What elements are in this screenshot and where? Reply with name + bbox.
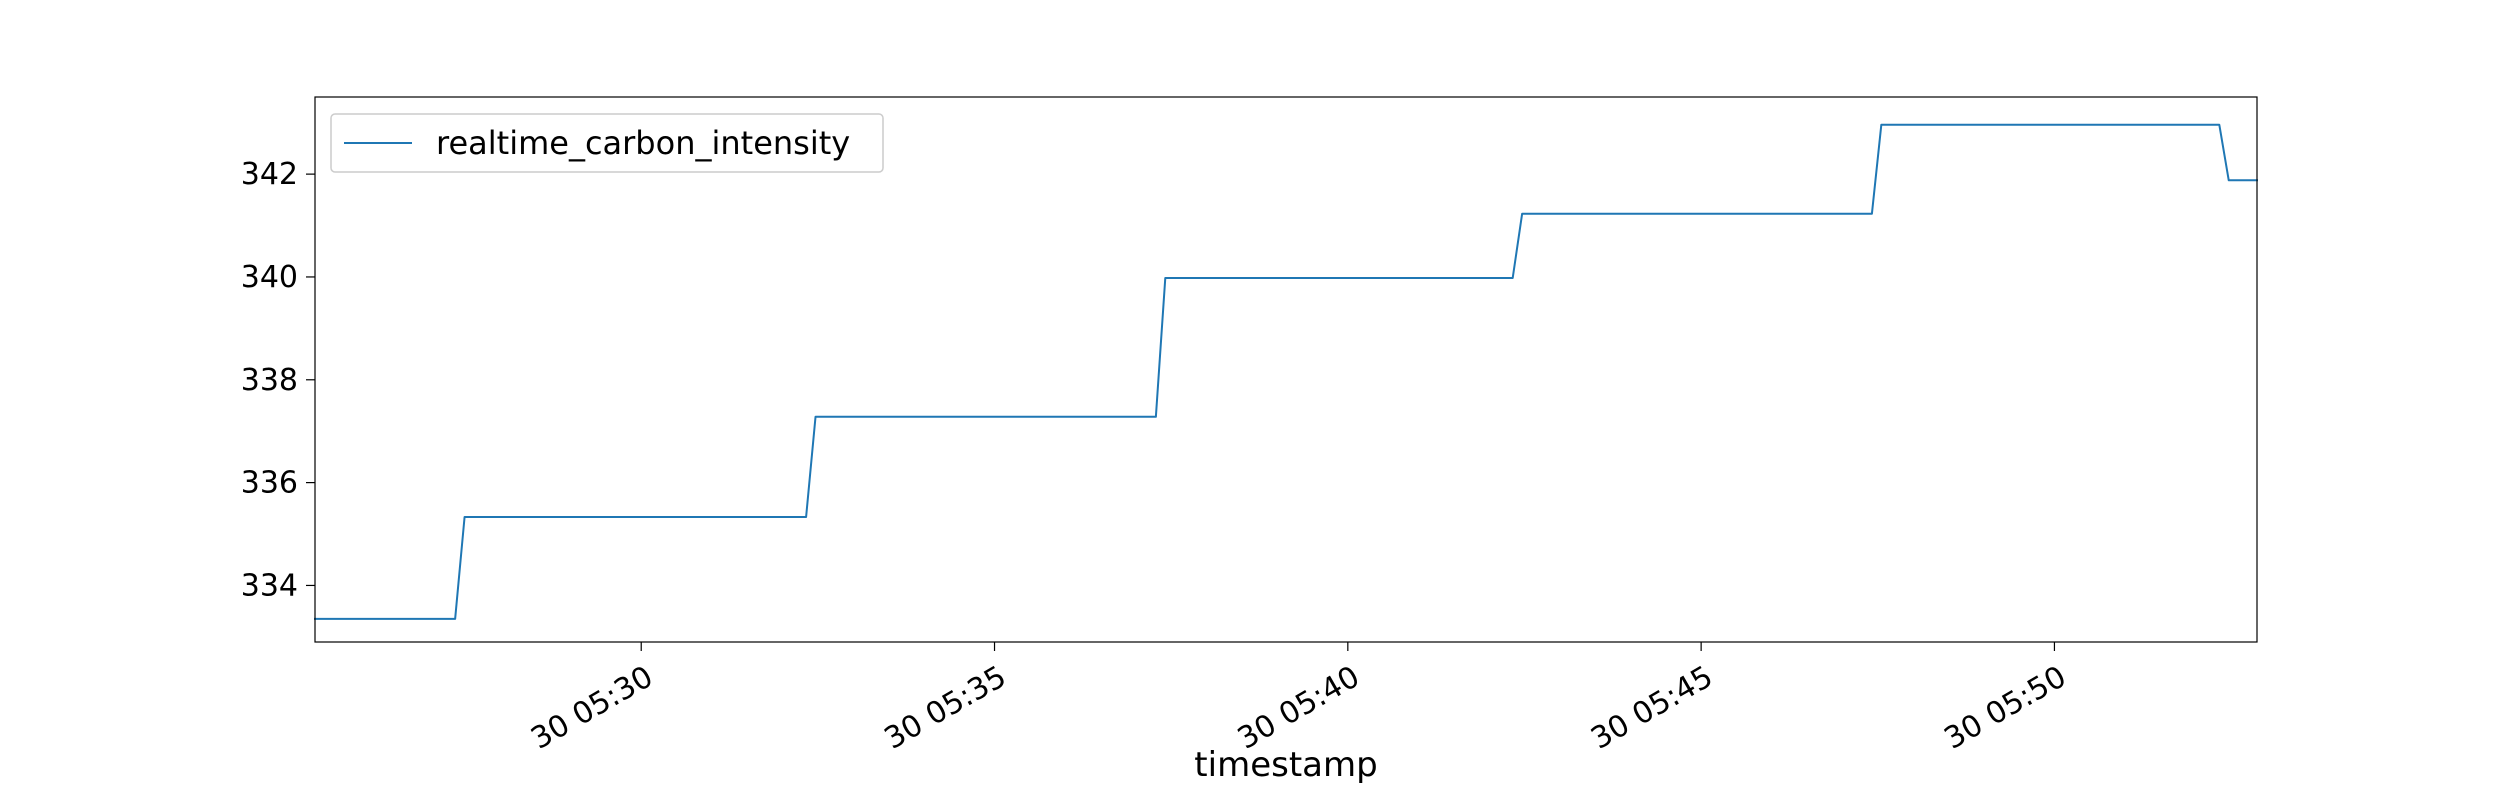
x-tick-label: 30 05:30 [525, 659, 659, 756]
x-tick-label: 30 05:50 [1939, 659, 2073, 756]
x-tick-label: 30 05:35 [879, 659, 1013, 756]
y-tick-label: 342 [241, 157, 298, 192]
y-tick-label: 338 [241, 363, 298, 398]
y-tick-label: 340 [241, 260, 298, 295]
x-tick-label: 30 05:45 [1585, 659, 1719, 756]
plot-frame [314, 96, 2258, 643]
y-tick-label: 336 [241, 466, 298, 501]
legend-box [330, 113, 884, 173]
x-tick-label: 30 05:40 [1232, 659, 1366, 756]
series-line-0 [314, 123, 2258, 620]
x-axis-label: timestamp [1194, 745, 1377, 785]
y-tick-label: 334 [241, 568, 298, 603]
legend-label: realtime_carbon_intensity [436, 124, 850, 162]
